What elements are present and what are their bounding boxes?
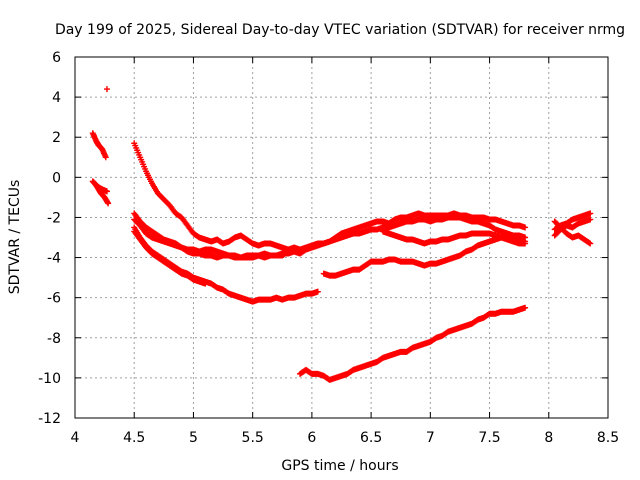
data-points [89,86,594,383]
series-track-b [89,178,110,195]
x-axis-label: GPS time / hours [281,458,398,474]
y-tick-label: -2 [47,210,61,226]
y-tick-label: 2 [52,130,61,146]
y-tick-label: -8 [47,331,61,347]
chart-title: Day 199 of 2025, Sidereal Day-to-day VTE… [55,22,625,38]
y-tick-label: -6 [47,291,61,307]
y-tick-label: -4 [47,251,61,267]
data-point [587,216,594,223]
series-outlier [103,86,110,93]
x-tick-labels: 4 4.5 5 5.5 6 6.5 7 7.5 8 8.5 [71,430,620,446]
data-point [587,240,594,247]
x-tick-label: 8 [544,430,553,446]
data-point [105,200,112,207]
data-point [202,280,209,287]
y-tick-label: -10 [38,371,61,387]
x-tick-label: 6 [307,430,316,446]
x-tick-label: 8.5 [597,430,619,446]
y-tick-label: 0 [52,170,61,186]
series-track-d [131,140,304,253]
series-track-j [379,228,529,247]
x-tick-label: 7.5 [478,430,500,446]
x-tick-label: 7 [426,430,435,446]
y-tick-label: 4 [52,90,61,106]
data-point [522,240,529,247]
data-point [102,154,109,161]
series-track-c [89,130,109,161]
x-tick-label: 4.5 [123,430,145,446]
x-tick-label: 5 [189,430,198,446]
data-point [314,288,321,295]
x-tick-label: 4 [71,430,80,446]
series-track-k [297,304,529,383]
y-tick-label: -12 [38,411,61,427]
y-axis-label: SDTVAR / TECUs [7,180,23,295]
data-point [522,304,529,311]
series-track-n [551,216,594,239]
grid-lines [75,57,608,418]
data-point [522,224,529,231]
x-tick-label: 6.5 [360,430,382,446]
y-tick-labels: -12 -10 -8 -6 -4 -2 0 2 4 6 [38,50,61,427]
data-point [587,210,594,217]
series-track-f [131,214,529,261]
data-point [103,86,110,93]
plot-frame [74,56,609,419]
data-point [103,188,110,195]
y-tick-label: 6 [52,50,61,66]
series-track-h [131,228,209,287]
x-tick-label: 5.5 [242,430,264,446]
